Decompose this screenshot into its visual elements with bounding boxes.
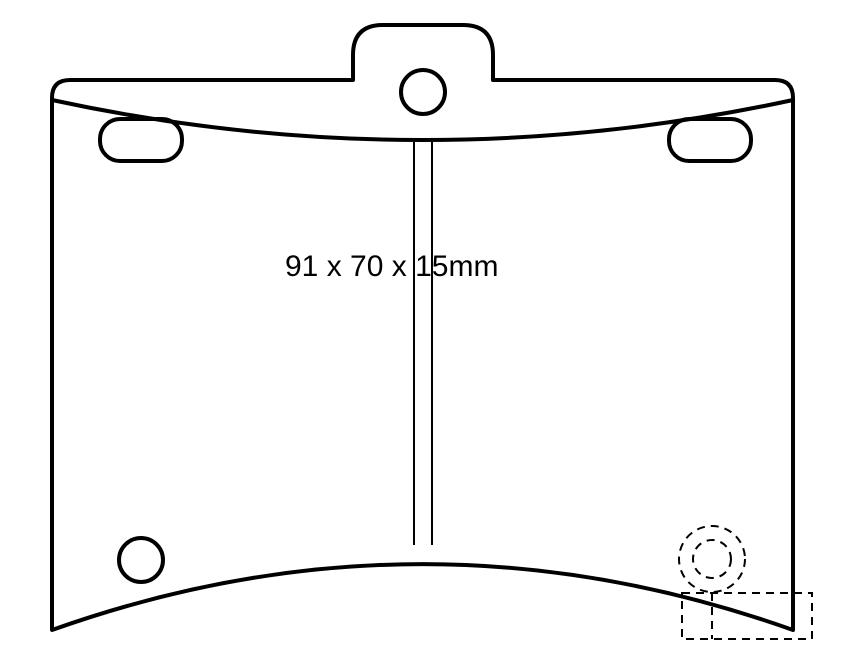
dimension-label: 91 x 70 x 15mm — [285, 250, 498, 284]
brake-pad-diagram — [0, 0, 859, 668]
